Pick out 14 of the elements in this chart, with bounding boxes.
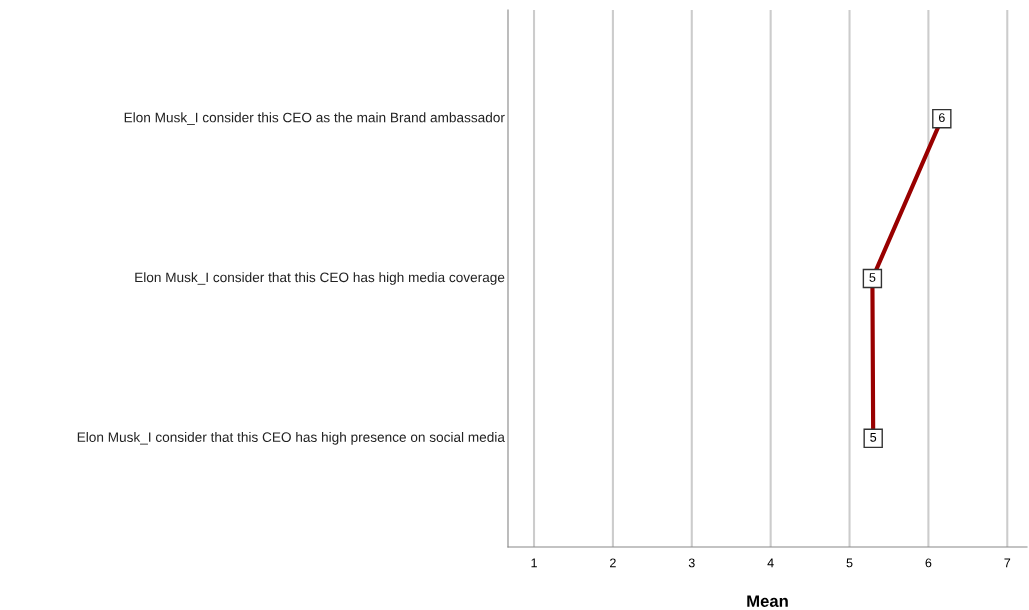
x-tick-label: 7 [1004,558,1011,568]
x-tick-label: 3 [688,558,695,568]
x-tick-label: 2 [610,558,616,568]
y-tick-label: Elon Musk_I consider this CEO as the main Brand ambassador [124,112,505,125]
x-axis-title: Mean [747,595,788,608]
data-label: 5 [870,432,877,442]
data-label: 5 [869,273,876,282]
y-tick-label: Elon Musk_I consider that this CEO has high presence on social media [77,431,505,445]
x-tick-label: 1 [531,558,537,568]
y-tick-label: Elon Musk_I consider that this CEO has high media coverage [135,272,505,285]
data-label: 6 [938,113,945,123]
x-tick-label: 4 [767,558,774,568]
x-tick-label: 5 [846,558,853,568]
x-tick-label: 6 [925,558,932,568]
